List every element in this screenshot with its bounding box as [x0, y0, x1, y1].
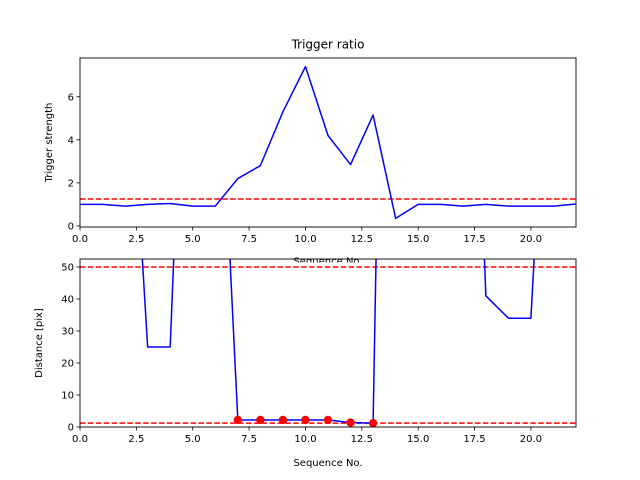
x-tick-label: 2.5 — [128, 434, 144, 445]
x-tick-label: 10.0 — [294, 434, 316, 445]
y-axis-label: Trigger strength — [44, 103, 55, 184]
x-axis-label: Sequence No. — [293, 458, 362, 469]
trigger-ratio-panel: Trigger ratio Trigger strength 0.0 2.5 5.0… — [44, 38, 577, 268]
x-tick-label: 7.5 — [241, 434, 257, 445]
x-tick-label: 0.0 — [72, 234, 88, 245]
x-tick-label: 10.0 — [294, 234, 316, 245]
axes-frame — [79, 258, 577, 428]
plot-area — [80, 65, 576, 220]
x-tick-label: 20.0 — [520, 234, 542, 245]
x-tick-label: 5.0 — [185, 234, 201, 245]
x-tick-label: 15.0 — [407, 434, 429, 445]
x-tick-label: 12.5 — [351, 234, 373, 245]
y-tick-label: 0 — [68, 423, 74, 434]
x-tick-label: 0.0 — [72, 434, 88, 445]
x-tick-label: 15.0 — [407, 234, 429, 245]
data-point — [323, 415, 333, 425]
y-tick-label: 50 — [61, 263, 74, 274]
y-tick-label: 4 — [68, 135, 74, 146]
axes-frame — [79, 57, 577, 228]
x-axis-label: Sequence No. — [293, 257, 362, 268]
x-tick-label: 12.5 — [351, 434, 373, 445]
y-axis-label: Distance [pix] — [34, 308, 45, 378]
plot-background — [80, 262, 576, 427]
data-point — [256, 415, 265, 425]
series-line — [80, 65, 576, 220]
data-point — [301, 415, 310, 425]
x-tick-label: 20.0 — [520, 434, 542, 445]
x-tick-label: 5.0 — [185, 434, 201, 445]
x-tick-label: 17.5 — [463, 234, 485, 245]
y-tick-label: 2 — [68, 178, 74, 189]
x-tick-label: 7.5 — [241, 234, 257, 245]
distance-panel: Sequence No. Distance [pix] 0.0 2.5 5.0 7.5… — [34, 258, 577, 469]
data-point — [233, 415, 243, 425]
y-tick-label: 10 — [61, 391, 74, 402]
chart-title: Trigger ratio — [291, 38, 365, 52]
x-tick-label: 17.5 — [463, 434, 485, 445]
y-tick-label: 6 — [68, 92, 74, 103]
data-point — [346, 418, 355, 427]
series-line — [141, 259, 535, 424]
y-tick-label: 20 — [61, 359, 74, 370]
data-point — [278, 415, 288, 425]
y-tick-label: 0 — [68, 221, 74, 232]
x-tick-label: 2.5 — [128, 234, 144, 245]
y-tick-label: 40 — [61, 295, 74, 306]
data-point — [368, 418, 378, 428]
y-tick-label: 30 — [61, 327, 74, 338]
